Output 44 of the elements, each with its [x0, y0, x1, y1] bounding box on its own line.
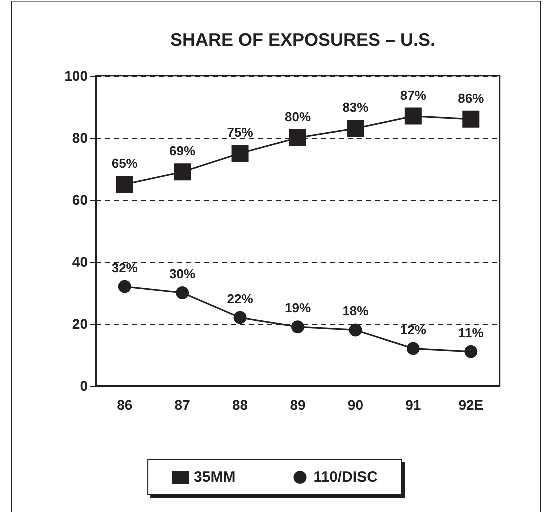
point [406, 342, 420, 356]
x-tick-label: 89 [290, 397, 306, 413]
data-label: 18% [342, 304, 370, 319]
y-tick-label: 40 [72, 254, 88, 270]
y-tick-label: 60 [72, 192, 88, 208]
data-label: 69% [170, 144, 196, 159]
y-tick-label: 20 [72, 316, 88, 332]
data-label: 30% [170, 266, 196, 282]
y-tick-label: 100 [64, 68, 88, 84]
y-tick-label: 80 [72, 130, 88, 146]
x-tick-label: 90 [348, 397, 364, 413]
point [349, 324, 362, 337]
point [462, 110, 480, 128]
data-label: 65% [112, 156, 138, 171]
point [404, 108, 422, 125]
data-label: 22% [227, 291, 254, 306]
x-tick-label: 86 [117, 397, 133, 413]
legend-label: 110/DISC [314, 469, 378, 486]
point [464, 345, 478, 358]
chart-title: SHARE OF EXPOSURES – U.S. [170, 30, 436, 50]
point [176, 286, 190, 300]
point [116, 176, 134, 193]
point [234, 311, 247, 324]
data-label: 11% [458, 325, 484, 340]
data-label: 12% [400, 322, 427, 338]
legend-label: 35MM [194, 469, 236, 486]
x-tick-label: 87 [174, 397, 191, 413]
data-label: 19% [284, 300, 312, 316]
point [347, 120, 364, 138]
point [232, 145, 249, 162]
x-tick-label: 88 [232, 397, 248, 413]
data-label: 32% [112, 260, 138, 276]
point [290, 130, 306, 146]
x-tick-label: 91 [406, 397, 422, 413]
point [174, 164, 192, 181]
data-label: 86% [458, 90, 485, 106]
data-label: 75% [227, 125, 254, 140]
data-label: 87% [400, 88, 427, 103]
data-label: 80% [284, 110, 312, 124]
point [292, 320, 304, 334]
data-label: 83% [342, 100, 370, 116]
x-tick-label: 92E [458, 397, 484, 413]
y-tick-label: 0 [80, 378, 88, 394]
point [118, 280, 132, 294]
